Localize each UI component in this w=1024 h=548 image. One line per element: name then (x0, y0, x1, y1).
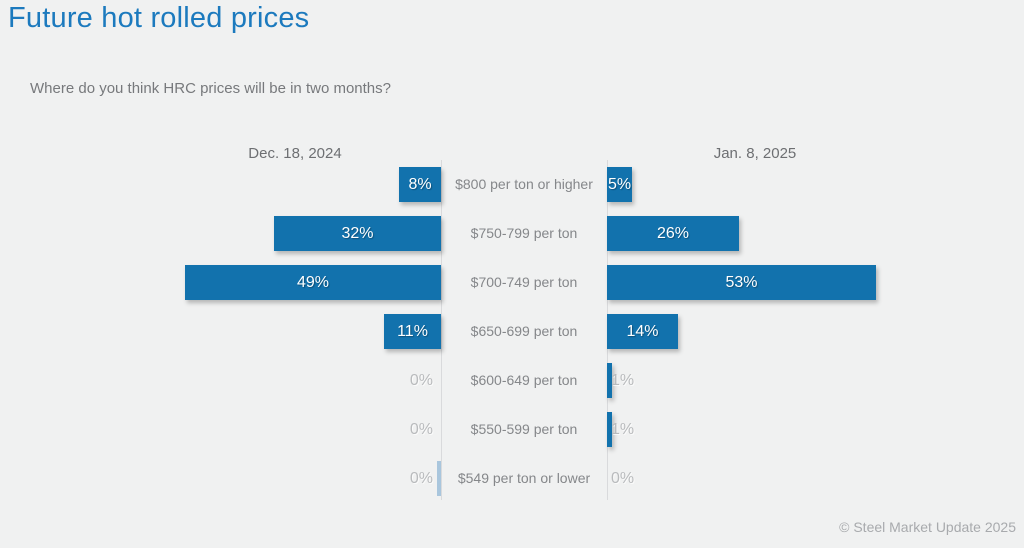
chart-row: 8% $800 per ton or higher 5% (0, 167, 1024, 202)
category-label: $650-699 per ton (470, 323, 578, 339)
right-bar: 5% (607, 167, 632, 202)
right-bar (607, 363, 612, 398)
category-label: $800 per ton or higher (455, 176, 593, 192)
right-bar: 53% (607, 265, 876, 300)
right-bar: 14% (607, 314, 678, 349)
left-bar-value-label: 11% (397, 323, 428, 340)
left-zero-sliver-bar (437, 461, 441, 496)
chart-row: 32% $750-799 per ton 26% (0, 216, 1024, 251)
left-zero-value-label: 0% (409, 470, 433, 487)
left-bar-value-label: 49% (296, 274, 330, 291)
chart-row: 11% $650-699 per ton 14% (0, 314, 1024, 349)
category-label: $549 per ton or lower (457, 470, 591, 486)
chart-row: 0% $549 per ton or lower 0% (0, 461, 1024, 496)
butterfly-chart: 8% $800 per ton or higher 5% 32% $750-79… (0, 160, 1024, 505)
column-header-left-date: Dec. 18, 2024 (248, 145, 342, 162)
right-zero-value-label: 0% (611, 470, 635, 487)
left-bar: 49% (185, 265, 441, 300)
right-bar (607, 412, 612, 447)
chart-subtitle: Where do you think HRC prices will be in… (30, 80, 391, 97)
category-label: $550-599 per ton (470, 421, 578, 437)
left-bar: 11% (384, 314, 441, 349)
page-title: Future hot rolled prices (8, 2, 310, 34)
category-label: $750-799 per ton (470, 225, 578, 241)
category-label: $700-749 per ton (470, 274, 578, 290)
left-axis-line (441, 160, 442, 500)
chart-row: 49% $700-749 per ton 53% (0, 265, 1024, 300)
left-bar: 32% (274, 216, 441, 251)
left-zero-value-label: 0% (409, 372, 433, 389)
left-bar: 8% (399, 167, 441, 202)
copyright-text: © Steel Market Update 2025 (839, 519, 1016, 535)
category-label: $600-649 per ton (470, 372, 578, 388)
right-small-value-label: 1% (611, 421, 635, 438)
right-bar-value-label: 5% (607, 176, 632, 193)
right-bar: 26% (607, 216, 739, 251)
left-bar-value-label: 32% (341, 225, 374, 242)
chart-row: 0% $550-599 per ton 1% (0, 412, 1024, 447)
right-bar-value-label: 53% (725, 274, 758, 291)
right-small-value-label: 1% (611, 372, 635, 389)
left-bar-value-label: 8% (408, 176, 432, 193)
right-bar-value-label: 26% (656, 225, 690, 242)
right-bar-value-label: 14% (626, 323, 659, 340)
chart-row: 0% $600-649 per ton 1% (0, 363, 1024, 398)
column-header-right-date: Jan. 8, 2025 (713, 145, 797, 162)
left-zero-value-label: 0% (409, 421, 433, 438)
